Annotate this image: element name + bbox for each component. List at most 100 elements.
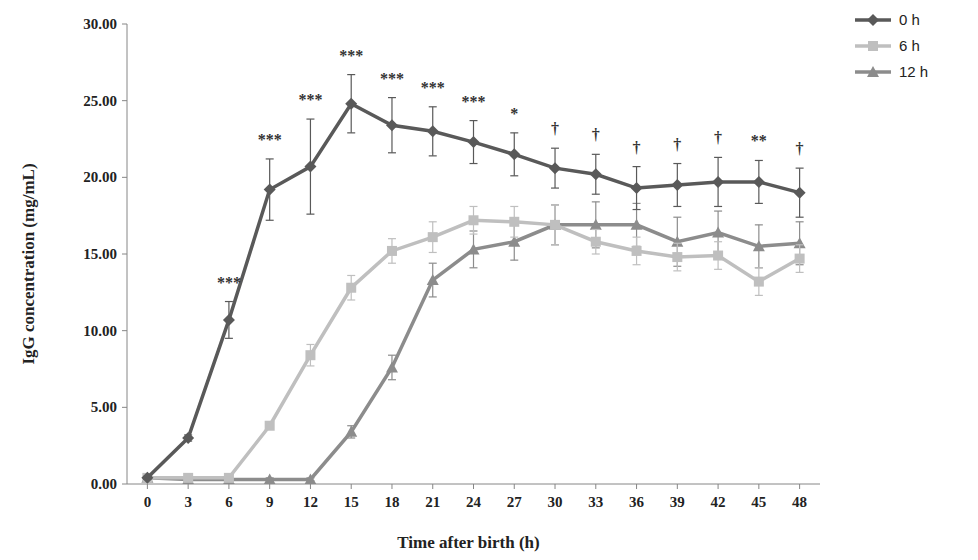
- point: [345, 426, 357, 437]
- error-cap: [347, 275, 355, 276]
- error-cap: [714, 241, 722, 242]
- error-cap: [714, 269, 722, 270]
- error-bar: [673, 243, 681, 271]
- y-tick: [122, 407, 127, 408]
- point: [183, 473, 193, 483]
- error-cap: [551, 204, 559, 205]
- point: [590, 168, 602, 180]
- error-cap: [510, 175, 518, 176]
- error-cap: [306, 344, 314, 345]
- x-tick-label: 42: [711, 494, 726, 510]
- error-cap: [714, 210, 722, 211]
- point: [224, 473, 234, 483]
- error-cap: [755, 203, 763, 204]
- error-cap: [755, 267, 763, 268]
- annotation: ***: [298, 91, 322, 108]
- error-cap: [388, 355, 396, 356]
- point: [591, 237, 601, 247]
- legend: 0 h6 h12 h: [855, 11, 928, 80]
- y-tick-label: 30.00: [83, 16, 117, 32]
- point: [223, 473, 235, 484]
- error-cap: [796, 168, 804, 169]
- annotation: †: [592, 126, 600, 143]
- x-tick: [351, 484, 352, 489]
- point: [549, 219, 561, 230]
- point: [468, 136, 480, 148]
- y-tick: [122, 484, 127, 485]
- point: [386, 361, 398, 372]
- legend-label: 0 h: [899, 11, 920, 28]
- error-cap: [266, 158, 274, 159]
- annotation: †: [796, 140, 804, 157]
- point: [549, 162, 561, 174]
- y-tick-label: 25.00: [83, 93, 117, 109]
- error-cap: [796, 244, 804, 245]
- point: [508, 236, 520, 247]
- annotation: ***: [421, 79, 445, 96]
- point: [182, 432, 194, 444]
- x-tick: [636, 484, 637, 489]
- annotation: †: [673, 136, 681, 153]
- annotation: ***: [462, 93, 486, 110]
- point: [345, 98, 357, 110]
- x-tick: [677, 484, 678, 489]
- x-tick-label: 18: [384, 494, 399, 510]
- point: [305, 350, 315, 360]
- error-cap: [633, 166, 641, 167]
- legend-marker: [868, 41, 878, 51]
- error-bar: [755, 268, 763, 296]
- y-tick: [122, 177, 127, 178]
- y-tick-label: 20.00: [83, 169, 117, 185]
- error-cap: [429, 106, 437, 107]
- annotation: †: [633, 139, 641, 156]
- x-tick-label: 27: [507, 494, 523, 510]
- series-group: [142, 205, 804, 483]
- point: [753, 240, 765, 251]
- point: [631, 182, 643, 194]
- x-tick: [310, 484, 311, 489]
- y-axis-title: IgG concentration (mg/mL): [19, 163, 38, 364]
- error-cap: [388, 263, 396, 264]
- error-bar: [551, 205, 559, 245]
- x-tick: [269, 484, 270, 489]
- point: [427, 274, 439, 285]
- x-tick-label: 21: [425, 494, 440, 510]
- error-bar: [796, 245, 804, 273]
- error-bar: [551, 205, 559, 245]
- x-tick-label: 6: [225, 494, 233, 510]
- point: [182, 473, 194, 484]
- point: [509, 217, 519, 227]
- y-tick: [122, 330, 127, 331]
- x-tick-label: 24: [466, 494, 482, 510]
- error-cap: [470, 206, 478, 207]
- x-tick-label: 3: [184, 494, 192, 510]
- error-cap: [633, 237, 641, 238]
- error-cap: [796, 272, 804, 273]
- error-bar: [714, 242, 722, 270]
- y-tick-label: 10.00: [83, 323, 117, 339]
- error-cap: [225, 301, 233, 302]
- x-tick: [758, 484, 759, 489]
- x-tick: [228, 484, 229, 489]
- point: [469, 215, 479, 225]
- point: [264, 473, 276, 484]
- point: [141, 472, 153, 484]
- error-cap: [347, 132, 355, 133]
- annotation: †: [714, 129, 722, 146]
- x-tick-label: 30: [548, 494, 563, 510]
- x-tick: [799, 484, 800, 489]
- point: [753, 176, 765, 188]
- x-tick: [188, 484, 189, 489]
- point: [550, 220, 560, 230]
- x-tick-label: 39: [670, 494, 685, 510]
- error-cap: [347, 437, 355, 438]
- error-cap: [592, 154, 600, 155]
- legend-marker: [867, 14, 879, 26]
- error-cap: [470, 267, 478, 268]
- point: [428, 232, 438, 242]
- point: [346, 283, 356, 293]
- y-tick: [122, 254, 127, 255]
- series-line: [147, 220, 799, 478]
- error-bar: [510, 206, 518, 237]
- series-group: [141, 202, 805, 484]
